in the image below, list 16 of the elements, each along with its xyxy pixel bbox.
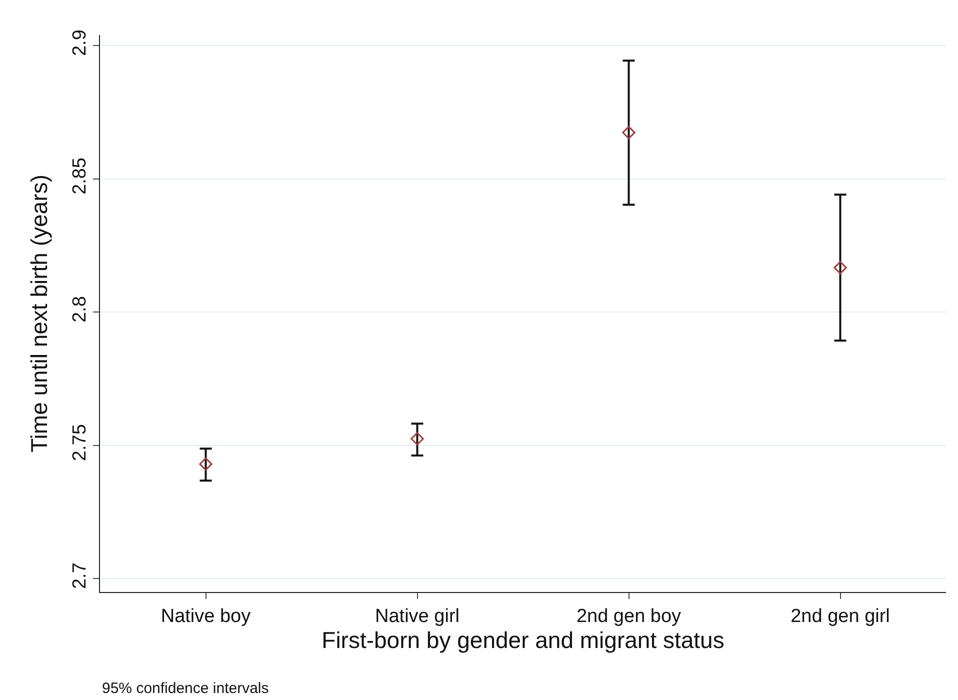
point [622,126,636,140]
y-tick-label: 2.7 [69,562,90,590]
y-tick-label: 2.75 [69,424,90,462]
y-tick-label: 2.8 [69,296,90,323]
x-tick-label: Native girl [375,606,460,627]
x-tick-label: Native boy [160,606,252,627]
text: 95% confidence intervals [102,680,269,697]
y-tick-label: 2.85 [69,158,90,195]
y-axis-title: Time until next birth (years) [26,174,52,452]
x-tick-label: 2nd gen boy [576,606,682,627]
point [199,457,212,471]
point [834,261,847,274]
y-tick-label: 2.9 [69,30,90,56]
x-axis-title: First-born by gender and migrant status [322,626,724,653]
x-tick-label: 2nd gen girl [790,606,890,627]
point [410,432,424,446]
